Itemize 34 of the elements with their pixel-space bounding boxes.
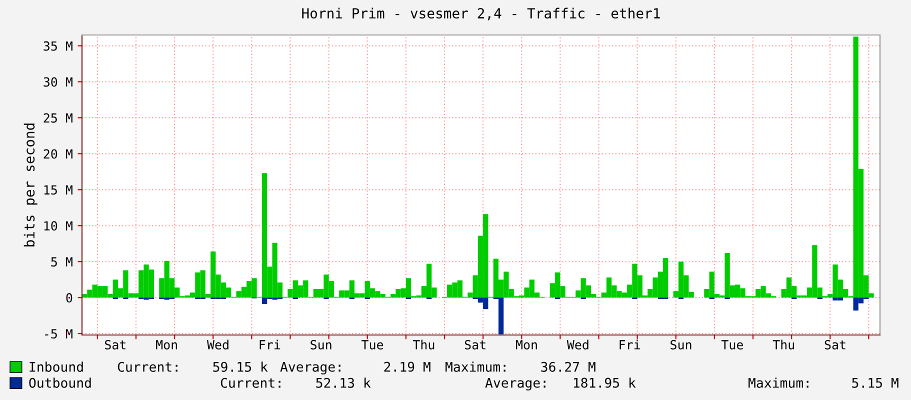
y-tick-label: 20 M (44, 149, 72, 159)
text: Current: 59.15 k (118, 362, 268, 372)
y-tick-label: 5 M (51, 257, 72, 267)
y-tick-label: 15 M (44, 185, 72, 195)
x-tick-label: Sat (824, 340, 846, 350)
y-tick-label: -5 M (45, 329, 72, 339)
x-tick-label: Sun (670, 340, 692, 350)
y-tick-label: 35 M (44, 41, 72, 51)
x-tick-label: Fri (620, 340, 640, 350)
text: Maximum: 36.27 M (446, 362, 596, 372)
text: Average: 181.95 k (485, 378, 636, 390)
x-tick-label: Tue (721, 340, 743, 350)
chart-title: Horni Prim - vsesmer 2,4 - Traffic - ether1 (302, 8, 660, 20)
x-tick-label: Wed (206, 340, 228, 350)
y-tick-label: 30 M (44, 77, 72, 87)
y-tick-label: 10 M (44, 221, 72, 231)
x-tick-label: Fri (260, 340, 280, 350)
x-tick-label: Wed (566, 340, 588, 350)
x-tick-label: Mon (516, 340, 537, 350)
y-tick-label: 0 (66, 293, 72, 303)
x-tick-label: Sat (104, 340, 126, 350)
legend-label: Inbound (30, 362, 83, 372)
x-tick-label: Thu (412, 340, 434, 350)
legend-label: Outbound (29, 378, 91, 388)
x-tick-label: Thu (772, 340, 794, 350)
x-tick-label: Mon (156, 340, 178, 350)
y-axis-title: bits per second (24, 124, 38, 246)
text: Average: 2.19 M (280, 362, 430, 374)
x-tick-label: Tue (362, 340, 384, 350)
text: Current: 52.13 k (220, 378, 371, 388)
x-tick-label: Sun (310, 340, 332, 350)
y-tick-label: 25 M (44, 113, 72, 123)
text: Maximum: 5.15 M (748, 378, 898, 388)
x-tick-label: Sat (464, 340, 486, 350)
